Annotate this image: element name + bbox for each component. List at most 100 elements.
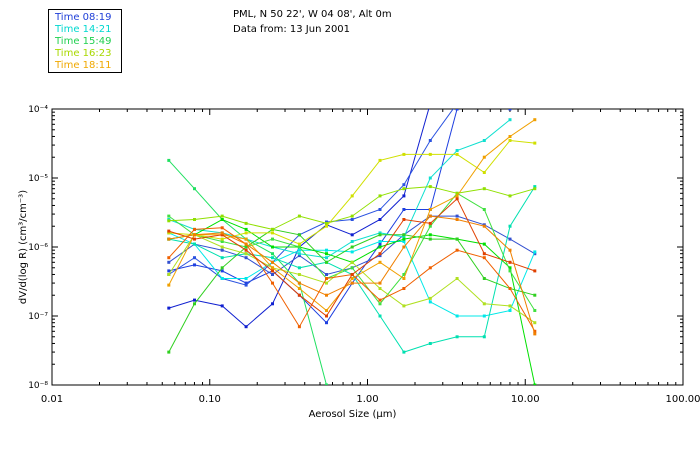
data-point [220, 231, 224, 235]
data-point [428, 233, 432, 237]
data-point [428, 221, 432, 225]
data-point [271, 273, 274, 276]
data-point [350, 273, 354, 276]
data-point [482, 256, 486, 260]
data-point [378, 254, 382, 258]
data-point [455, 152, 459, 156]
data-point [378, 245, 382, 249]
plot-frame [51, 108, 684, 386]
data-point [428, 208, 432, 211]
data-point [167, 256, 171, 260]
data-point [167, 350, 171, 354]
data-point [533, 332, 537, 336]
data-series [167, 185, 537, 354]
data-point [378, 260, 382, 264]
data-point [167, 219, 171, 223]
data-point [167, 158, 171, 162]
data-point [244, 256, 248, 260]
data-point [402, 187, 406, 191]
data-point [508, 304, 512, 308]
data-point [193, 242, 196, 246]
data-point [378, 194, 382, 198]
data-point [220, 245, 224, 249]
data-point [193, 218, 196, 221]
data-series [167, 139, 537, 246]
data-point [350, 277, 354, 280]
data-point [533, 187, 537, 191]
data-point [297, 287, 301, 290]
data-point [402, 287, 406, 290]
data-point [533, 269, 537, 273]
legend-item: Time 18:11 [55, 60, 112, 71]
data-point [402, 273, 406, 276]
data-point [455, 149, 459, 152]
data-point [402, 245, 406, 249]
data-point [533, 293, 537, 297]
legend-item: Time 15:49 [55, 36, 112, 47]
data-point [428, 176, 432, 180]
data-point [428, 185, 432, 189]
data-point [428, 237, 432, 241]
data-point [508, 287, 512, 290]
data-point [402, 194, 406, 198]
data-point [402, 152, 406, 156]
data-point [402, 350, 406, 354]
data-point [378, 252, 382, 256]
data-point [193, 302, 196, 306]
data-point [350, 281, 354, 285]
data-point [325, 248, 328, 252]
data-point [193, 263, 196, 267]
data-point [220, 214, 224, 218]
data-point [220, 256, 224, 260]
data-point [428, 266, 432, 270]
data-series [167, 218, 537, 385]
data-point [402, 304, 406, 308]
data-point [325, 277, 328, 280]
data-point [378, 242, 382, 246]
data-point [297, 214, 301, 218]
series-line [168, 119, 511, 259]
data-point [533, 252, 537, 256]
y-axis-label: dV/d(log R) (cm³/cm⁻³) [18, 190, 29, 304]
data-point [244, 283, 248, 287]
data-point [482, 187, 486, 191]
y-tick-label: 10⁻⁷ [28, 312, 48, 322]
data-point [220, 266, 224, 270]
data-point [220, 218, 224, 221]
legend-item: Time 14:21 [55, 24, 112, 35]
data-point [508, 260, 512, 264]
data-series [167, 109, 454, 287]
data-point [167, 214, 171, 218]
data-point [533, 321, 537, 325]
data-point [220, 248, 224, 252]
data-point [193, 237, 196, 241]
data-point [402, 237, 406, 241]
data-series [167, 197, 537, 318]
data-point [533, 383, 537, 385]
data-point [167, 237, 171, 241]
data-point [271, 281, 274, 285]
data-point [167, 306, 171, 310]
data-point [271, 269, 274, 273]
data-point [325, 321, 328, 325]
data-point [402, 277, 406, 280]
data-point [378, 233, 382, 237]
data-point [482, 335, 486, 339]
series-line [168, 109, 454, 286]
data-point [455, 248, 459, 252]
data-series [167, 214, 537, 336]
data-point [167, 231, 171, 235]
data-point [482, 242, 486, 246]
data-point [428, 224, 432, 228]
data-point [325, 221, 328, 225]
data-point [533, 250, 537, 254]
data-point [244, 237, 248, 241]
data-point [244, 245, 248, 249]
data-point [533, 309, 537, 312]
data-point [455, 237, 459, 241]
data-point [533, 185, 537, 189]
data-point [325, 309, 328, 312]
data-point [402, 208, 406, 211]
data-series [167, 185, 537, 231]
